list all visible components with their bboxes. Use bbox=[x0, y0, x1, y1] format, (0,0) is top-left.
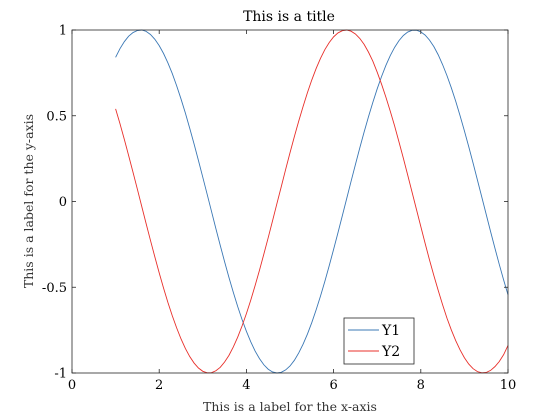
y-tick-label: 0 bbox=[59, 195, 67, 210]
legend-label-y1: Y1 bbox=[381, 323, 400, 339]
x-tick-label: 10 bbox=[500, 378, 517, 393]
y-tick-label: 1 bbox=[59, 24, 67, 39]
x-tick-label: 0 bbox=[68, 378, 76, 393]
chart-title: This is a title bbox=[243, 9, 335, 25]
legend-label-y2: Y2 bbox=[381, 344, 400, 360]
series-line-y2 bbox=[115, 29, 509, 374]
legend-box bbox=[343, 317, 415, 365]
axes-layer: 0 2 4 6 8 10 -1 -0.5 0 0.5 1 bbox=[42, 24, 516, 394]
x-axis-label: This is a label for the x-axis bbox=[203, 399, 377, 414]
y-tick-label: -1 bbox=[54, 367, 67, 382]
y-axis-label: This is a label for the y-axis bbox=[21, 114, 36, 288]
x-tick-label: 2 bbox=[155, 378, 163, 393]
x-tick-label: 6 bbox=[329, 378, 337, 393]
x-tick-label: 4 bbox=[242, 378, 250, 393]
y-tick-label: -0.5 bbox=[42, 281, 67, 296]
series-layer bbox=[115, 29, 509, 374]
y-tick-label: 0.5 bbox=[46, 109, 67, 124]
plot-area bbox=[72, 30, 508, 373]
series-line-y1 bbox=[115, 29, 509, 374]
x-tick-label: 8 bbox=[417, 378, 425, 393]
